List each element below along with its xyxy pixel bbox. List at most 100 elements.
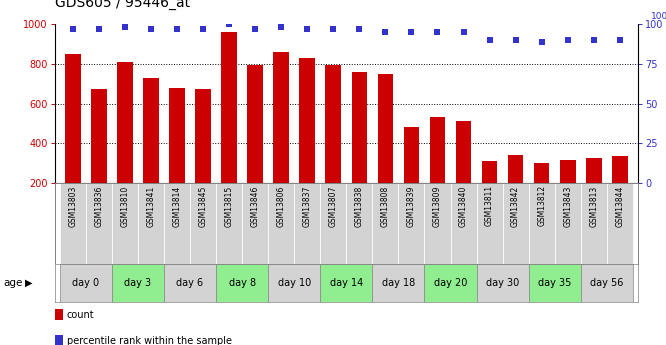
Text: ▶: ▶: [25, 278, 33, 288]
Point: [250, 26, 260, 32]
Text: GSM13840: GSM13840: [459, 185, 468, 227]
Text: GSM13843: GSM13843: [563, 185, 572, 227]
Text: GSM13806: GSM13806: [276, 185, 286, 227]
Text: GSM13846: GSM13846: [250, 185, 260, 227]
Text: GSM13812: GSM13812: [537, 185, 546, 226]
Text: GSM13837: GSM13837: [303, 185, 312, 227]
Bar: [352, 72, 367, 223]
Point: [328, 26, 338, 32]
Text: day 10: day 10: [278, 278, 311, 288]
Bar: [456, 121, 472, 223]
Text: day 35: day 35: [538, 278, 571, 288]
Text: GSM13839: GSM13839: [407, 185, 416, 227]
Bar: [86, 183, 112, 264]
Bar: [507, 155, 523, 223]
Bar: [320, 183, 346, 264]
Text: GSM13810: GSM13810: [121, 185, 129, 227]
Bar: [138, 183, 164, 264]
Bar: [529, 183, 555, 264]
Bar: [300, 58, 315, 223]
Point: [224, 21, 234, 27]
Bar: [398, 183, 424, 264]
Bar: [247, 65, 263, 223]
Bar: [430, 117, 446, 223]
Point: [380, 29, 391, 35]
Text: age: age: [3, 278, 23, 288]
Bar: [112, 183, 138, 264]
Bar: [216, 183, 242, 264]
Point: [458, 29, 469, 35]
Bar: [274, 52, 289, 223]
Bar: [404, 127, 420, 223]
Bar: [534, 163, 549, 223]
Bar: [221, 32, 237, 223]
Text: percentile rank within the sample: percentile rank within the sample: [67, 336, 232, 345]
Bar: [190, 183, 216, 264]
Text: count: count: [67, 310, 94, 320]
Bar: [372, 183, 398, 264]
Text: GSM13803: GSM13803: [69, 185, 77, 227]
Bar: [503, 183, 529, 264]
Point: [432, 29, 443, 35]
Point: [536, 39, 547, 45]
Bar: [65, 54, 81, 223]
Point: [146, 26, 157, 32]
Text: day 18: day 18: [382, 278, 415, 288]
Bar: [378, 74, 393, 223]
Point: [276, 24, 286, 30]
Text: GSM13808: GSM13808: [381, 185, 390, 227]
Point: [93, 26, 104, 32]
Bar: [268, 264, 320, 302]
Text: GSM13807: GSM13807: [329, 185, 338, 227]
Bar: [117, 62, 133, 223]
Text: GSM13838: GSM13838: [355, 185, 364, 227]
Bar: [242, 183, 268, 264]
Text: day 14: day 14: [330, 278, 363, 288]
Point: [67, 26, 78, 32]
Bar: [294, 183, 320, 264]
Text: day 8: day 8: [228, 278, 256, 288]
Bar: [555, 183, 581, 264]
Bar: [216, 264, 268, 302]
Point: [484, 37, 495, 43]
Bar: [320, 264, 372, 302]
Point: [615, 37, 625, 43]
Text: day 3: day 3: [125, 278, 152, 288]
Text: day 56: day 56: [590, 278, 623, 288]
Text: GSM13809: GSM13809: [433, 185, 442, 227]
Text: GSM13815: GSM13815: [224, 185, 234, 227]
Point: [198, 26, 208, 32]
Point: [172, 26, 182, 32]
Point: [589, 37, 599, 43]
Bar: [581, 264, 633, 302]
Text: day 0: day 0: [73, 278, 99, 288]
Bar: [560, 160, 575, 223]
Text: GSM13844: GSM13844: [615, 185, 624, 227]
Text: GSM13845: GSM13845: [198, 185, 208, 227]
Text: day 20: day 20: [434, 278, 467, 288]
Bar: [612, 156, 627, 223]
Text: GSM13842: GSM13842: [511, 185, 520, 227]
Text: GSM13813: GSM13813: [589, 185, 598, 227]
Bar: [424, 264, 477, 302]
Bar: [112, 264, 164, 302]
Bar: [477, 264, 529, 302]
Point: [354, 26, 365, 32]
Point: [120, 24, 131, 30]
Bar: [607, 183, 633, 264]
Bar: [326, 65, 341, 223]
Bar: [424, 183, 450, 264]
Text: GSM13811: GSM13811: [485, 185, 494, 226]
Bar: [529, 264, 581, 302]
Bar: [60, 264, 112, 302]
Bar: [586, 158, 601, 223]
Bar: [268, 183, 294, 264]
Text: GDS605 / 95446_at: GDS605 / 95446_at: [55, 0, 190, 10]
Text: 100%: 100%: [651, 12, 666, 21]
Point: [302, 26, 312, 32]
Text: GSM13841: GSM13841: [147, 185, 155, 227]
Bar: [195, 89, 211, 223]
Point: [562, 37, 573, 43]
Bar: [477, 183, 503, 264]
Bar: [372, 264, 424, 302]
